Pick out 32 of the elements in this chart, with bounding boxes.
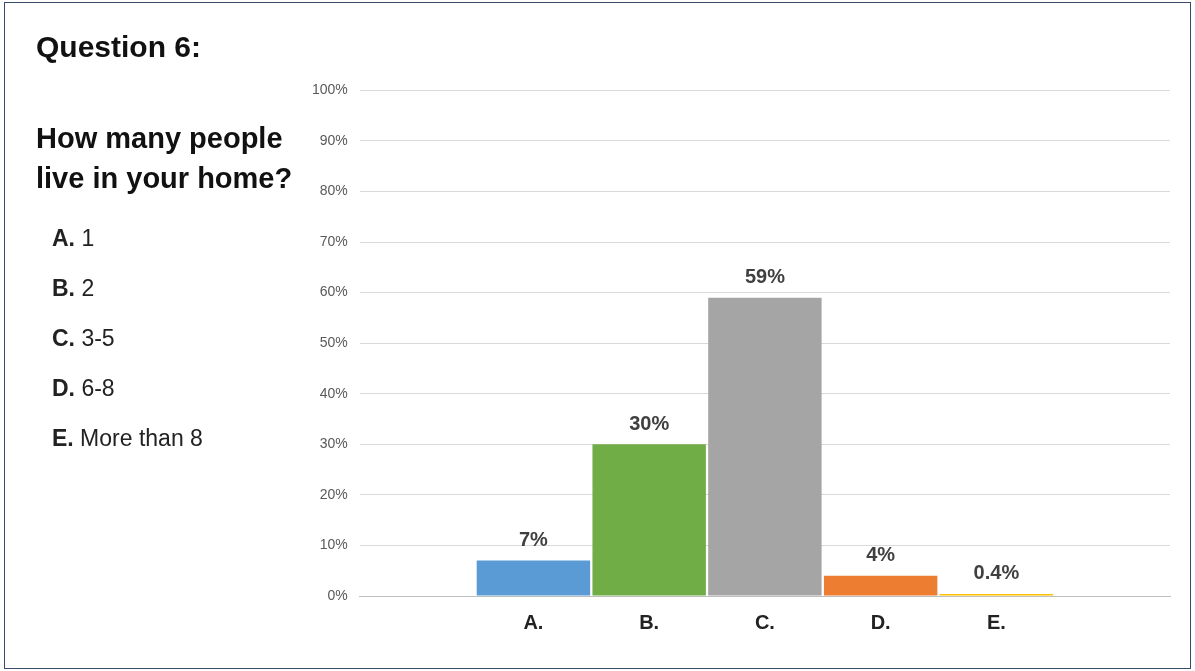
- text: Question 6:: [36, 30, 202, 64]
- x-tick-label: B.: [639, 610, 660, 633]
- y-tick-label: 80%: [319, 182, 348, 199]
- y-tick-label: 50%: [319, 334, 348, 351]
- text: E. More than 8: [52, 425, 203, 453]
- y-tick-label: 30%: [319, 435, 348, 452]
- y-tick-label: 10%: [319, 536, 348, 553]
- x-tick-label: C.: [754, 610, 775, 633]
- y-tick-label: 40%: [319, 384, 348, 401]
- y-tick-label: 0%: [327, 586, 348, 603]
- x-tick-label: E.: [986, 610, 1006, 633]
- data-label: 0.4%: [973, 561, 1020, 584]
- data-label: 4%: [866, 543, 896, 566]
- y-tick-label: 90%: [319, 131, 348, 148]
- data-label: 30%: [629, 411, 670, 434]
- bar: [708, 297, 822, 596]
- data-label: 7%: [518, 528, 549, 551]
- y-tick-label: 70%: [319, 232, 348, 249]
- text: How many people live in your home?: [36, 122, 293, 194]
- y-tick-label: 60%: [319, 283, 348, 300]
- bar: [823, 575, 938, 596]
- x-tick-label: A.: [523, 610, 544, 633]
- text: C. 3-5: [52, 325, 116, 353]
- data-label: 59%: [744, 265, 786, 288]
- y-tick-label: 20%: [319, 485, 348, 502]
- bar: [592, 444, 706, 596]
- text: A. 1: [52, 225, 96, 253]
- x-tick-label: D.: [870, 610, 891, 633]
- y-tick-label: 100%: [311, 81, 348, 98]
- text: D. 6-8: [52, 375, 116, 403]
- text: B. 2: [52, 275, 96, 303]
- bar: [476, 560, 591, 596]
